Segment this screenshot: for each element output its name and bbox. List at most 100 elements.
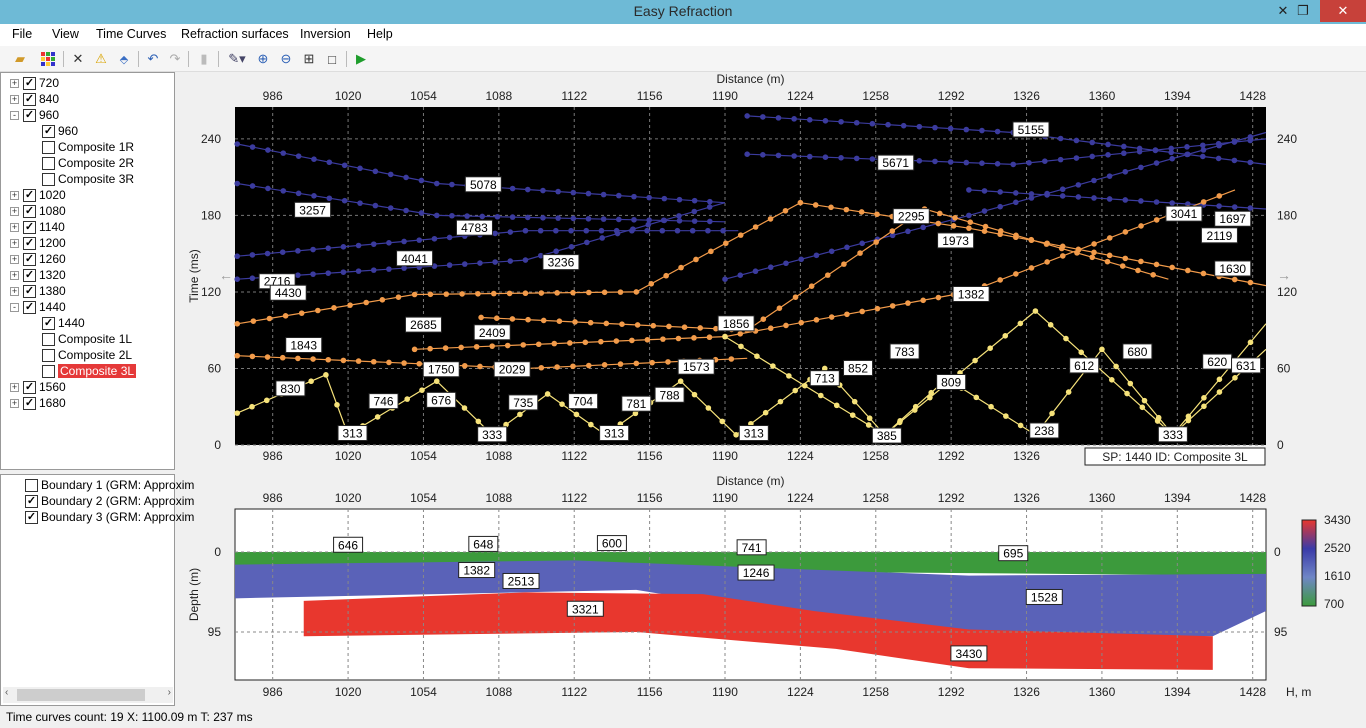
tree-item[interactable]: ✓ 960 xyxy=(42,123,78,139)
delete-icon[interactable]: ✕ xyxy=(72,51,84,66)
tree-checkbox[interactable]: ✓ xyxy=(23,92,36,106)
expand-icon[interactable]: + xyxy=(10,221,19,232)
menu-refraction-surfaces[interactable]: Refraction surfaces xyxy=(181,27,289,41)
time-curve-point xyxy=(1089,139,1096,146)
tree-item[interactable]: + ✓ 1020 xyxy=(10,187,66,203)
tree-item[interactable]: Composite 2R xyxy=(42,155,134,171)
menu-time-curves[interactable]: Time Curves xyxy=(96,27,167,41)
menu-inversion[interactable]: Inversion xyxy=(300,27,351,41)
plot-area[interactable]: 986 986 1020 1020 1054 1054 1088 1088 1122 1122 11… xyxy=(176,72,1366,708)
tree-checkbox[interactable] xyxy=(42,156,55,170)
tree-checkbox[interactable] xyxy=(42,364,55,378)
tree-checkbox[interactable]: ✓ xyxy=(42,316,55,330)
expand-icon[interactable]: + xyxy=(10,237,19,248)
tree-item[interactable]: + ✓ 1680 xyxy=(10,395,66,411)
tree-checkbox[interactable]: ✓ xyxy=(23,236,36,250)
menu-help[interactable]: Help xyxy=(367,27,393,41)
tree-item[interactable]: + ✓ 1380 xyxy=(10,283,66,299)
tree-item[interactable]: + ✓ 1080 xyxy=(10,203,66,219)
scroll-right-icon[interactable]: › xyxy=(167,687,171,698)
tree-item[interactable]: Composite 2L xyxy=(42,347,132,363)
scroll-left-icon[interactable]: ‹ xyxy=(5,687,9,698)
tree-item[interactable]: - ✓ 960 xyxy=(10,107,59,123)
tree-checkbox[interactable]: ✓ xyxy=(23,380,36,394)
expand-icon[interactable]: + xyxy=(10,381,19,392)
tree-checkbox[interactable]: ✓ xyxy=(23,252,36,266)
expand-icon[interactable]: + xyxy=(10,189,19,200)
menu-file[interactable]: File xyxy=(12,27,33,41)
tree-item[interactable]: + ✓ 840 xyxy=(10,91,59,107)
tree-item[interactable]: + ✓ 1140 xyxy=(10,219,65,235)
minimize-icon[interactable]: ✕ xyxy=(1277,3,1289,18)
redo-icon[interactable]: ↷ xyxy=(169,51,181,66)
boundary-item[interactable]: ✓ Boundary 3 (GRM: Approxim xyxy=(25,509,194,525)
run-icon[interactable]: ▶ xyxy=(356,51,366,66)
time-curve-point xyxy=(676,196,683,203)
grid-icon[interactable] xyxy=(39,50,57,68)
close-button[interactable]: ✕ xyxy=(1320,0,1366,22)
tree-item[interactable]: + ✓ 1260 xyxy=(10,251,66,267)
zoom-in-icon[interactable]: ⊕ xyxy=(257,51,269,66)
undo-icon[interactable]: ↶ xyxy=(147,51,159,66)
expand-icon[interactable]: + xyxy=(10,77,19,88)
collapse-icon[interactable]: - xyxy=(10,110,19,120)
expand-icon[interactable]: + xyxy=(10,397,19,408)
zoom-fit-icon[interactable]: ⊞ xyxy=(303,51,315,66)
boundaries-list[interactable]: ‹ › Boundary 1 (GRM: Approxim ✓ Boundary 2… xyxy=(0,474,194,706)
horizontal-scrollbar[interactable]: ‹ › xyxy=(3,687,173,703)
chart-icon[interactable]: ▮ xyxy=(200,51,208,66)
tree-item[interactable]: Composite 3L xyxy=(42,363,137,379)
tree-checkbox[interactable]: ✓ xyxy=(23,220,36,234)
tree-checkbox[interactable]: ✓ xyxy=(23,204,36,218)
y-axis-label: Depth (m) xyxy=(187,568,201,621)
pen-icon[interactable]: ✎▾ xyxy=(228,51,246,66)
tree-checkbox[interactable]: ✓ xyxy=(42,124,55,138)
time-curves-tree[interactable]: + ✓ 720 + ✓ 840- ✓ 960 ✓ 960 Composite 1R Composite… xyxy=(0,72,175,470)
boundary-checkbox[interactable]: ✓ xyxy=(25,494,38,508)
tree-item[interactable]: ✓ 1440 xyxy=(42,315,85,331)
zoom-out-icon[interactable]: ⊖ xyxy=(280,51,292,66)
boundary-checkbox[interactable] xyxy=(25,478,38,492)
tree-checkbox[interactable]: ✓ xyxy=(23,188,36,202)
tree-checkbox[interactable]: ✓ xyxy=(23,300,36,314)
tree-item[interactable]: + ✓ 1200 xyxy=(10,235,66,251)
time-curve-point xyxy=(707,198,713,205)
tree-checkbox[interactable]: ✓ xyxy=(23,268,36,282)
time-curve-point xyxy=(631,216,637,223)
collapse-icon[interactable]: - xyxy=(10,302,19,312)
expand-icon[interactable]: + xyxy=(10,205,19,216)
boundary-item[interactable]: ✓ Boundary 2 (GRM: Approxim xyxy=(25,493,194,509)
time-curve-point xyxy=(249,183,256,189)
tree-item[interactable]: Composite 1R xyxy=(42,139,134,155)
restore-icon[interactable]: ❐ xyxy=(1297,3,1309,18)
tree-checkbox[interactable] xyxy=(42,332,55,346)
tree-item[interactable]: + ✓ 1320 xyxy=(10,267,66,283)
tree-checkbox[interactable]: ✓ xyxy=(23,396,36,410)
tree-item[interactable]: Composite 1L xyxy=(42,331,132,347)
tree-checkbox[interactable] xyxy=(42,348,55,362)
tree-checkbox[interactable] xyxy=(42,140,55,154)
tree-checkbox[interactable] xyxy=(42,172,55,186)
expand-icon[interactable]: + xyxy=(10,269,19,280)
expand-icon[interactable]: + xyxy=(10,93,19,104)
select-rect-icon[interactable]: □ xyxy=(328,51,336,67)
expand-icon[interactable]: + xyxy=(10,253,19,264)
expand-icon[interactable]: + xyxy=(10,285,19,296)
time-curve-point xyxy=(616,192,622,199)
eraser-icon[interactable]: ⬘ xyxy=(119,53,129,66)
warning-icon[interactable]: ⚠ xyxy=(95,51,107,66)
tree-item[interactable]: + ✓ 1560 xyxy=(10,379,66,395)
velocity-label: 746 xyxy=(374,395,394,409)
time-curve-point xyxy=(791,116,797,122)
scrollbar-thumb[interactable] xyxy=(17,689,145,701)
tree-item[interactable]: - ✓ 1440 xyxy=(10,299,66,315)
tree-item[interactable]: + ✓ 720 xyxy=(10,75,59,91)
tree-checkbox[interactable]: ✓ xyxy=(23,108,36,122)
boundary-item[interactable]: Boundary 1 (GRM: Approxim xyxy=(25,477,194,493)
tree-item[interactable]: Composite 3R xyxy=(42,171,134,187)
menu-view[interactable]: View xyxy=(52,27,79,41)
tree-checkbox[interactable]: ✓ xyxy=(23,76,36,90)
open-folder-icon[interactable]: ▰ xyxy=(15,51,25,66)
tree-checkbox[interactable]: ✓ xyxy=(23,284,36,298)
boundary-checkbox[interactable]: ✓ xyxy=(25,510,38,524)
